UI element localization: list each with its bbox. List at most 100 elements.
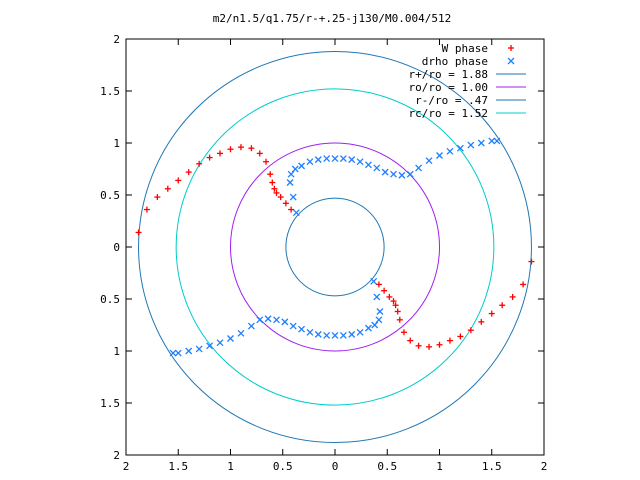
series-1-point: [306, 158, 314, 166]
y-tick-label: 0.5: [100, 189, 120, 202]
series-0-point: [227, 146, 234, 153]
series-0-point: [175, 177, 182, 184]
series-1-point: [348, 330, 356, 338]
series-1-point: [291, 165, 299, 173]
legend-item: W phase: [442, 42, 514, 55]
legend-item: rc/ro = 1.52: [409, 107, 526, 120]
series-1-point: [195, 345, 203, 353]
reference-circles: [138, 50, 532, 444]
x-tick-label: 1.5: [482, 460, 502, 473]
y-tick-label: 1.5: [100, 85, 120, 98]
series-1-point: [356, 158, 364, 166]
series-1-point: [331, 331, 339, 339]
series-1-point: [256, 316, 264, 324]
series-1-point: [323, 155, 331, 163]
series-1-point: [436, 152, 443, 159]
y-tick-label: 0: [113, 241, 120, 254]
series-0-point: [520, 281, 527, 288]
y-tick-label: 1.5: [100, 397, 120, 410]
legend-label: ro/ro = 1.00: [409, 81, 488, 94]
y-axis-ticks: 2 1.5 1 0.5 0 0.5 1 1.5 2: [100, 33, 544, 462]
series-0-point: [426, 343, 433, 350]
series-0-point: [488, 310, 495, 317]
series-1-point: [373, 164, 381, 172]
x-tick-label: 0.5: [377, 460, 397, 473]
series-0-point: [267, 171, 274, 178]
series-0-point: [375, 281, 382, 288]
series-0-point: [154, 194, 161, 201]
series-1-point: [348, 156, 356, 164]
series-1-point: [406, 170, 414, 178]
series-1-point: [306, 328, 314, 336]
series-1-point: [287, 170, 295, 178]
series-1-point: [446, 147, 454, 155]
series-1-point: [185, 347, 193, 355]
series-0-point: [271, 185, 278, 192]
series-1-point: [339, 331, 347, 339]
x-tick-label: 2: [123, 460, 130, 473]
series-1-point: [323, 331, 331, 339]
series-1-point: [488, 137, 496, 145]
series-1-point: [493, 137, 501, 145]
series-1-point: [373, 293, 381, 301]
series-0-point: [381, 287, 388, 294]
series-0-point: [237, 144, 244, 151]
series-1-point: [206, 342, 214, 350]
series-0-point: [386, 293, 393, 300]
series-0-point: [509, 293, 516, 300]
series-1-point: [375, 316, 383, 324]
series-0-point: [528, 258, 535, 265]
series-0-point: [407, 337, 414, 344]
series-1-point: [273, 316, 280, 324]
x-tick-label: 0.5: [273, 460, 293, 473]
series-1-point: [298, 162, 306, 170]
series-0-point: [273, 189, 280, 196]
series-1-point: [216, 339, 224, 347]
series-0-point: [390, 298, 397, 305]
circle-3: [175, 88, 495, 406]
series-0-point: [143, 206, 150, 213]
circle-2: [285, 197, 385, 297]
legend-label: r-/ro = .47: [415, 94, 488, 107]
legend-item: r-/ro = .47: [415, 94, 526, 107]
series-1-point: [415, 164, 423, 172]
x-axis-ticks: 2 1.5 1 0.5 0 0.5 1 1.5 2: [123, 39, 547, 473]
series-1-point: [281, 318, 289, 326]
series-1-point: [370, 277, 378, 285]
series-0-point: [457, 333, 464, 340]
series-1-point: [376, 308, 384, 315]
series-1-point: [314, 156, 322, 164]
series-1-point: [298, 325, 306, 333]
series-1-point: [286, 179, 294, 186]
series-1-point: [314, 330, 322, 338]
series-0-point: [499, 302, 506, 309]
series-1-point: [390, 170, 397, 178]
series-1-point: [292, 209, 300, 217]
series-1-point: [289, 193, 297, 201]
series-1-point: [174, 349, 182, 357]
y-tick-label: 1: [113, 345, 120, 358]
series-1-point: [364, 161, 372, 169]
legend-marker-swatch: [507, 57, 515, 65]
series-1-point: [356, 328, 364, 336]
series-0-point: [436, 341, 443, 348]
y-tick-label: 1: [113, 137, 120, 150]
series-1-point: [237, 329, 245, 337]
series-0-point: [396, 316, 403, 323]
series-1-point: [364, 324, 372, 332]
x-tick-label: 0: [332, 460, 339, 473]
series-0-point: [206, 154, 213, 161]
series-1-point: [477, 139, 485, 147]
series-1-point: [331, 155, 339, 163]
series-0-point: [217, 150, 224, 157]
series-0-point: [263, 158, 270, 165]
legend-label: r+/ro = 1.88: [409, 68, 488, 81]
series-0-point: [256, 150, 263, 157]
series-1-point: [264, 315, 272, 323]
series-0-point: [164, 185, 171, 192]
series-0-point: [392, 302, 399, 309]
series-0-point: [446, 337, 453, 344]
legend-item: r+/ro = 1.88: [409, 68, 526, 81]
series-1-point: [425, 157, 433, 165]
